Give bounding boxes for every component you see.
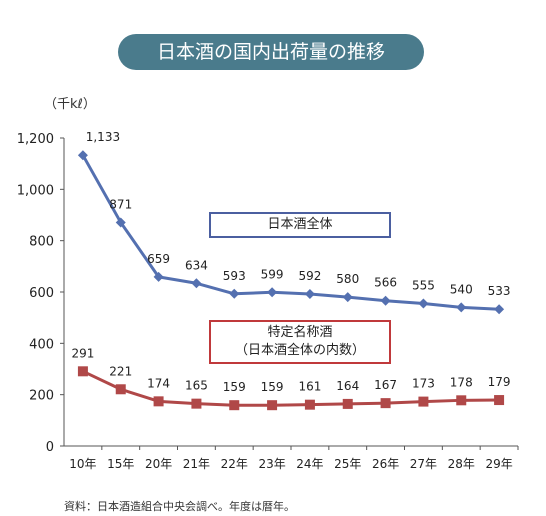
x-tick-label: 22年	[221, 457, 248, 471]
y-tick-label: 1,000	[17, 183, 54, 198]
data-label-all: 566	[374, 276, 397, 290]
data-label-all: 634	[185, 258, 208, 272]
data-label-all: 599	[261, 267, 284, 281]
data-label-all: 659	[147, 252, 170, 266]
data-point-special	[115, 384, 126, 395]
x-tick-label: 25年	[334, 457, 361, 471]
data-point-special	[77, 366, 88, 377]
x-tick-label: 28年	[448, 457, 475, 471]
x-tick-label: 15年	[107, 457, 134, 471]
data-point-all	[229, 288, 240, 299]
data-point-all	[380, 295, 391, 306]
y-tick-label: 600	[29, 286, 54, 301]
data-point-all	[115, 217, 126, 228]
y-tick-label: 1,200	[17, 132, 54, 147]
x-tick-label: 10年	[69, 457, 96, 471]
y-tick-label: 200	[29, 389, 54, 404]
data-label-all: 592	[298, 269, 321, 283]
y-tick-label: 0	[46, 440, 54, 455]
data-label-special: 173	[412, 377, 435, 391]
data-label-special: 159	[223, 380, 246, 394]
data-point-special	[494, 395, 505, 406]
data-label-special: 179	[488, 375, 511, 389]
y-axis-unit: （千kℓ）	[44, 97, 96, 112]
legend-special-line1: 特定名称酒	[267, 325, 333, 340]
x-tick-label: 23年	[258, 457, 285, 471]
data-point-all	[267, 287, 278, 298]
data-point-special	[342, 398, 353, 409]
source-note: 資料：日本酒造組合中央会調べ。年度は暦年。	[64, 500, 295, 513]
data-point-special	[304, 399, 315, 410]
data-label-special: 167	[374, 378, 397, 392]
data-label-special: 164	[336, 379, 359, 393]
data-label-special: 159	[261, 380, 284, 394]
data-point-special	[456, 395, 467, 406]
data-point-all	[191, 278, 202, 289]
data-point-all	[494, 304, 505, 315]
data-label-special: 221	[109, 364, 132, 378]
x-tick-label: 27年	[410, 457, 437, 471]
data-point-special	[380, 398, 391, 409]
data-label-all: 555	[412, 279, 435, 293]
series-line-all	[81, 154, 500, 311]
x-tick-label: 21年	[183, 457, 210, 471]
y-tick-label: 800	[29, 235, 54, 250]
data-label-all: 533	[488, 284, 511, 298]
data-point-all	[153, 271, 164, 282]
chart-title: 日本酒の国内出荷量の推移	[118, 34, 424, 70]
data-point-all	[456, 302, 467, 313]
data-point-all	[342, 292, 353, 303]
y-tick-label: 400	[29, 337, 54, 352]
legend-all-sake: 日本酒全体	[209, 212, 391, 238]
x-tick-label: 20年	[145, 457, 172, 471]
data-label-all: 593	[223, 269, 246, 283]
data-point-special	[229, 400, 240, 411]
x-tick-label: 24年	[296, 457, 323, 471]
x-tick-label: 26年	[372, 457, 399, 471]
data-point-all	[77, 150, 88, 161]
data-point-all	[418, 298, 429, 309]
data-label-special: 178	[450, 375, 473, 389]
data-point-all	[304, 289, 315, 300]
data-label-special: 291	[71, 346, 94, 360]
x-tick-label: 29年	[485, 457, 512, 471]
data-label-all: 871	[109, 197, 132, 211]
legend-special-sake: 特定名称酒 （日本酒全体の内数）	[209, 320, 391, 364]
data-point-special	[267, 400, 278, 411]
series-line-special	[82, 369, 500, 407]
data-label-all: 1,133	[86, 130, 120, 144]
legend-special-line2: （日本酒全体の内数）	[234, 343, 365, 358]
data-label-all: 540	[450, 282, 473, 296]
data-label-special: 161	[298, 380, 321, 394]
data-label-special: 174	[147, 376, 170, 390]
data-point-special	[153, 396, 164, 407]
data-point-special	[418, 396, 429, 407]
data-label-special: 165	[185, 379, 208, 393]
data-point-special	[191, 398, 202, 409]
data-label-all: 580	[336, 272, 359, 286]
